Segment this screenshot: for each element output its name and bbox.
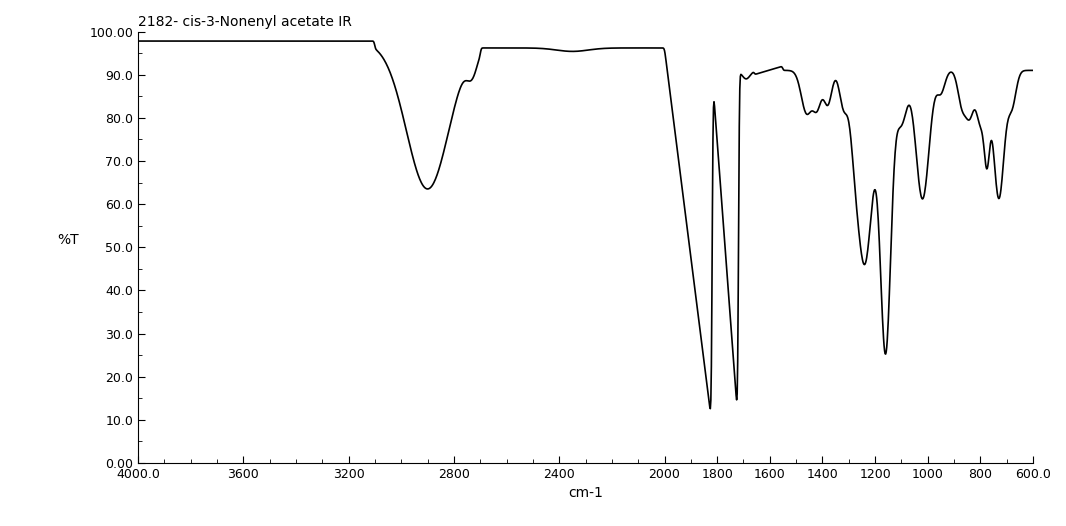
Text: 2182- cis-3-Nonenyl acetate IR: 2182- cis-3-Nonenyl acetate IR	[138, 15, 352, 29]
X-axis label: cm-1: cm-1	[568, 487, 603, 500]
Y-axis label: %T: %T	[58, 234, 79, 247]
